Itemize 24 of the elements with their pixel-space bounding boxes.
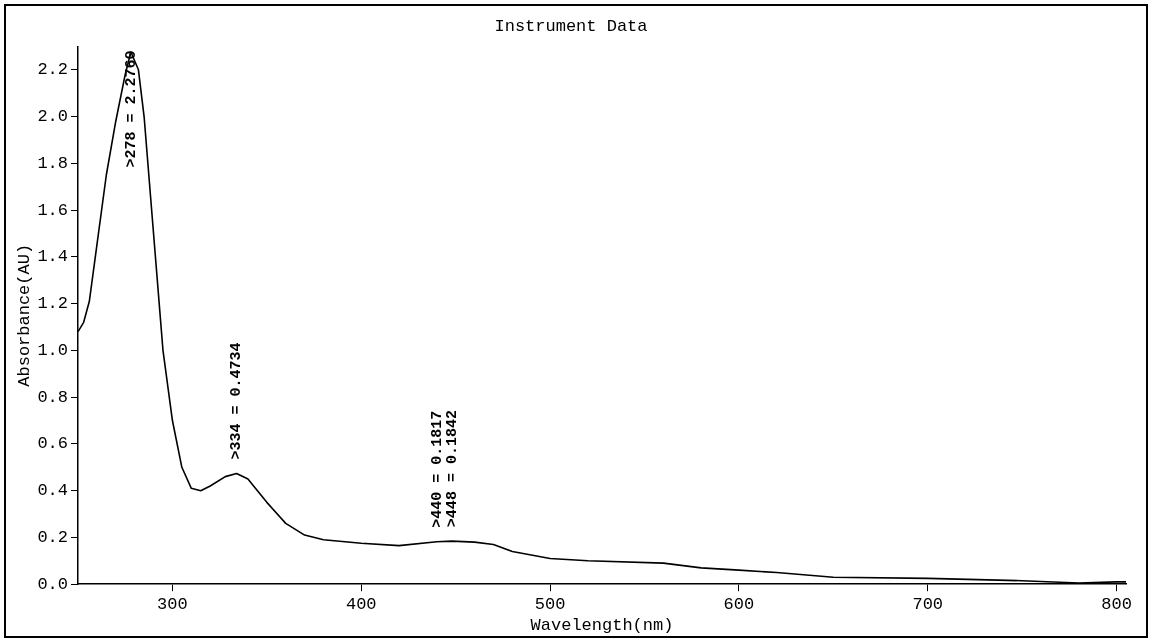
y-axis-title: Absorbance(AU) bbox=[14, 243, 34, 387]
x-tick-label: 300 bbox=[157, 594, 188, 614]
y-tick-label: 1.4 bbox=[37, 247, 68, 267]
chart-title: Instrument Data bbox=[494, 16, 648, 36]
x-tick-label: 700 bbox=[912, 594, 944, 614]
x-tick-label: 600 bbox=[723, 594, 755, 614]
y-tick-label: 1.2 bbox=[37, 294, 68, 314]
x-axis-title: Wavelength(nm) bbox=[530, 616, 674, 636]
x-tick-label: 400 bbox=[345, 594, 377, 614]
y-tick-label: 0.0 bbox=[37, 574, 68, 594]
x-tick-label: 500 bbox=[534, 594, 566, 614]
y-tick-label: 2.0 bbox=[37, 107, 68, 127]
y-tick-label: 2.2 bbox=[37, 60, 68, 80]
y-tick-label: 1.6 bbox=[37, 200, 68, 220]
annotation: >448 = 0.1842 bbox=[443, 410, 461, 528]
annotation: >334 = 0.4734 bbox=[228, 342, 246, 460]
y-tick-label: 0.8 bbox=[37, 387, 68, 407]
y-tick-label: 1.8 bbox=[37, 153, 68, 173]
annotation: >440 = 0.1817 bbox=[428, 410, 446, 528]
y-tick-label: 0.6 bbox=[37, 434, 68, 454]
y-tick-label: 0.2 bbox=[37, 527, 68, 547]
y-tick-label: 0.4 bbox=[37, 481, 68, 501]
x-tick-label: 800 bbox=[1101, 594, 1132, 614]
y-tick-label: 1.0 bbox=[37, 340, 68, 360]
